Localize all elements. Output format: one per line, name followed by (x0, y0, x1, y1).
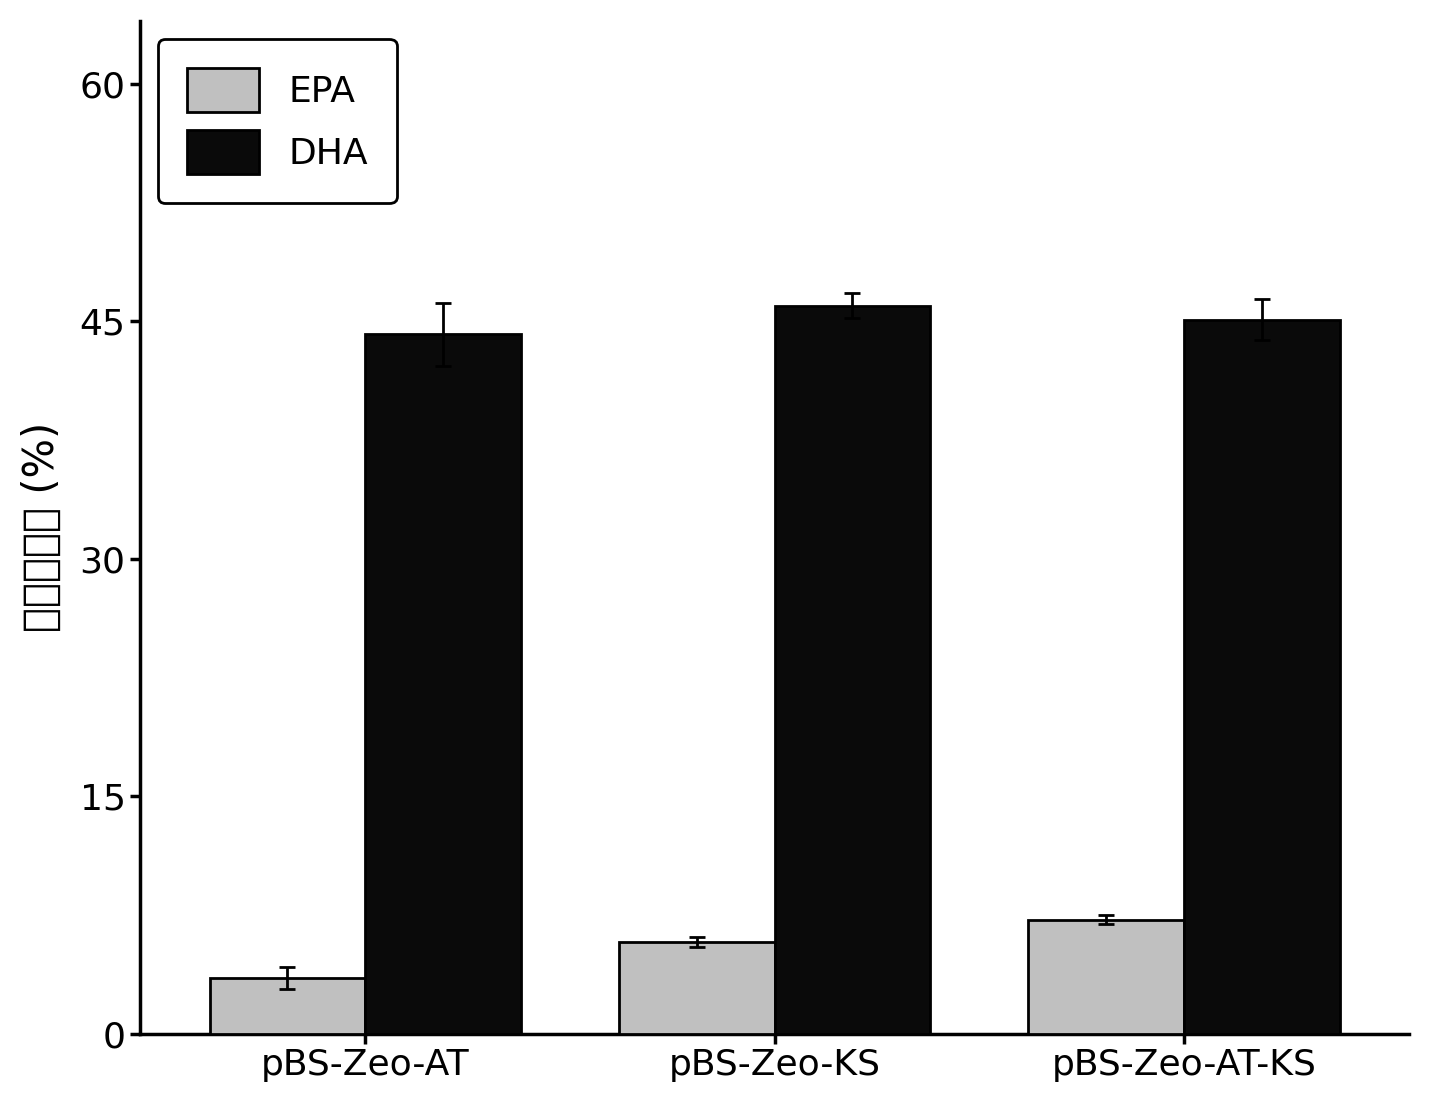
Bar (210, 978, 365, 1034)
Legend: EPA, DHA: EPA, DHA (159, 39, 396, 203)
Bar (1184, 320, 1340, 1034)
Bar (619, 942, 775, 1034)
Y-axis label: 脂肪酸占比 (%): 脂肪酸占比 (%) (21, 422, 63, 632)
Bar (1028, 920, 1184, 1034)
Bar (775, 306, 930, 1034)
Bar (365, 334, 521, 1034)
